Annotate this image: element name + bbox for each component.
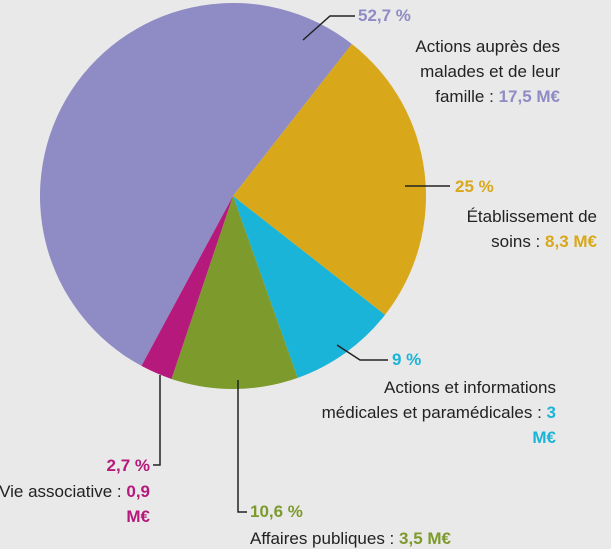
category-name: Vie associative : [0, 482, 122, 501]
value-label: 10,6 % [250, 502, 303, 521]
pie-slice [171, 196, 298, 389]
pie-slice [233, 196, 386, 378]
leader-line [153, 375, 161, 466]
pie-slice [40, 3, 352, 366]
value-label: 25 % [455, 177, 494, 196]
category-label: Vie associative : 0,9 M€ [0, 479, 150, 529]
value-label: 52,7 % [358, 6, 411, 25]
value-label: 9 % [392, 350, 422, 369]
leader-line [336, 344, 388, 361]
amount-label: 0,9 M€ [126, 482, 150, 526]
amount-label: 17,5 M€ [498, 87, 560, 106]
category-label: Actions et informations médicales et par… [316, 375, 556, 450]
amount-label: 8,3 M€ [545, 232, 597, 251]
category-label: Affaires publiques : 3,5 M€ [250, 526, 570, 549]
amount-label: 3 M€ [532, 403, 556, 447]
leader-line [302, 15, 355, 41]
category-name: Actions et informations médicales et par… [321, 378, 556, 422]
leader-line [237, 380, 247, 513]
category-label: Actions auprès des malades et de leur fa… [370, 34, 560, 109]
category-name: Établissement de soins : [466, 207, 597, 251]
amount-label: 3,5 M€ [399, 529, 451, 548]
pie-slice [141, 196, 233, 379]
category-label: Établissement de soins : 8,3 M€ [437, 204, 597, 254]
category-name: Affaires publiques : [250, 529, 395, 548]
pie-slice [233, 43, 426, 315]
value-label: 2,7 % [106, 456, 150, 475]
category-name: Actions auprès des malades et de leur fa… [415, 37, 560, 106]
